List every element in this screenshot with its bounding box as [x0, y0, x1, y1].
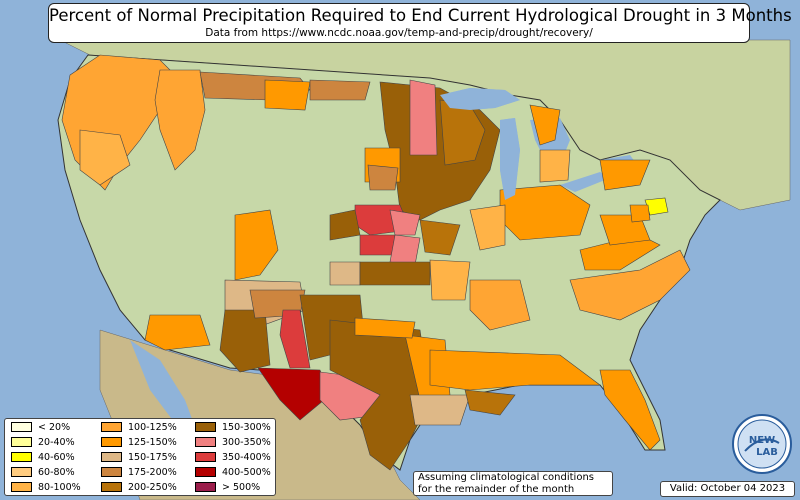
lake-erie	[560, 172, 610, 192]
region-ny-orange	[599, 159, 651, 191]
legend-item: 60-80%	[11, 466, 75, 479]
legend-item: 200-250%	[101, 481, 177, 494]
logo-text-top: NEW	[749, 435, 775, 446]
region-oh-light	[469, 204, 506, 251]
region-ks-pink	[389, 234, 421, 266]
region-la-tan	[409, 394, 471, 426]
legend-swatch	[101, 466, 122, 477]
legend-item: 150-300%	[195, 421, 271, 434]
legend-label: 125-150%	[128, 437, 177, 448]
lake-superior-top	[440, 88, 520, 110]
legend: < 20% 20-40% 40-60% 60-80% 80-100% 100-1…	[4, 418, 276, 496]
region-ks-red	[359, 234, 396, 256]
legend-label: > 500%	[222, 482, 261, 493]
note-line-2: for the remainder of the month	[418, 483, 575, 495]
region-ks-tan	[367, 164, 399, 191]
legend-swatch	[11, 466, 32, 477]
legend-label: 400-500%	[222, 467, 271, 478]
legend-item: 300-350%	[195, 436, 271, 449]
region-ne-pink	[389, 209, 421, 236]
region-nm-red	[279, 309, 311, 369]
gulf-of-california	[130, 340, 200, 440]
legend-swatch	[11, 451, 32, 462]
region-gulf-orange	[429, 349, 601, 391]
legend-item: 175-200%	[101, 466, 177, 479]
legend-label: 100-125%	[128, 422, 177, 433]
region-ar-orange	[429, 259, 471, 301]
title-box: Percent of Normal Precipitation Required…	[48, 3, 792, 43]
region-mid-orange	[469, 279, 531, 331]
legend-swatch	[101, 451, 122, 462]
region-mn-pink	[409, 79, 438, 156]
region-ks-brown	[329, 209, 361, 241]
region-or-light	[79, 129, 131, 186]
legend-swatch	[195, 436, 216, 447]
legend-swatch	[195, 481, 216, 492]
region-fl-orange	[599, 369, 661, 451]
legend-swatch	[195, 421, 216, 432]
valid-date: Valid: October 04 2023	[660, 481, 795, 497]
legend-label: 20-40%	[38, 437, 75, 448]
newlab-logo: NEW LAB	[732, 414, 792, 474]
region-ms-brown	[464, 389, 516, 416]
region-co-orange	[234, 209, 279, 281]
logo-text-bottom: LAB	[756, 447, 778, 458]
lake-michigan-top	[500, 118, 520, 200]
legend-swatch	[101, 421, 122, 432]
legend-item: 350-400%	[195, 451, 271, 464]
legend-swatch	[101, 436, 122, 447]
legend-label: 150-300%	[222, 422, 271, 433]
legend-swatch	[11, 421, 32, 432]
legend-label: 150-175%	[128, 452, 177, 463]
region-mi-orange	[529, 104, 561, 146]
legend-swatch	[101, 481, 122, 492]
region-tx-orange2	[354, 317, 416, 339]
legend-item: 100-125%	[101, 421, 177, 434]
legend-item: 125-150%	[101, 436, 177, 449]
region-mi-light	[539, 149, 571, 183]
region-mo-brown	[419, 219, 461, 256]
legend-label: 200-250%	[128, 482, 177, 493]
legend-label: 40-60%	[38, 452, 75, 463]
legend-item: 20-40%	[11, 436, 75, 449]
drought-regions	[61, 54, 691, 471]
legend-item: 80-100%	[11, 481, 81, 494]
region-se-orange	[569, 249, 691, 321]
region-va-orange	[599, 214, 651, 246]
legend-label: 300-350%	[222, 437, 271, 448]
legend-item: < 20%	[11, 421, 70, 434]
map-title: Percent of Normal Precipitation Required…	[49, 6, 792, 25]
map-subtitle: Data from https://www.ncdc.noaa.gov/temp…	[205, 27, 593, 39]
region-mt-ne	[309, 79, 371, 101]
legend-item: 40-60%	[11, 451, 75, 464]
legend-label: 350-400%	[222, 452, 271, 463]
legend-swatch	[195, 451, 216, 462]
region-az-orange	[144, 314, 211, 351]
legend-swatch	[11, 436, 32, 447]
legend-label: 175-200%	[128, 467, 177, 478]
note-line-1: Assuming climatological conditions	[418, 472, 594, 483]
region-tx-dark	[257, 367, 331, 421]
region-mt-orange	[264, 79, 311, 111]
legend-item: 400-500%	[195, 466, 271, 479]
region-ks-light	[329, 261, 361, 286]
legend-item: > 500%	[195, 481, 260, 494]
legend-swatch	[195, 466, 216, 477]
legend-label: 80-100%	[38, 482, 81, 493]
region-ok-brown	[359, 261, 431, 286]
legend-label: 60-80%	[38, 467, 75, 478]
legend-label: < 20%	[38, 422, 71, 433]
legend-item: 150-175%	[101, 451, 177, 464]
region-de-orange	[629, 204, 651, 223]
legend-swatch	[11, 481, 32, 492]
assumption-note: Assuming climatological conditions for t…	[413, 471, 613, 496]
